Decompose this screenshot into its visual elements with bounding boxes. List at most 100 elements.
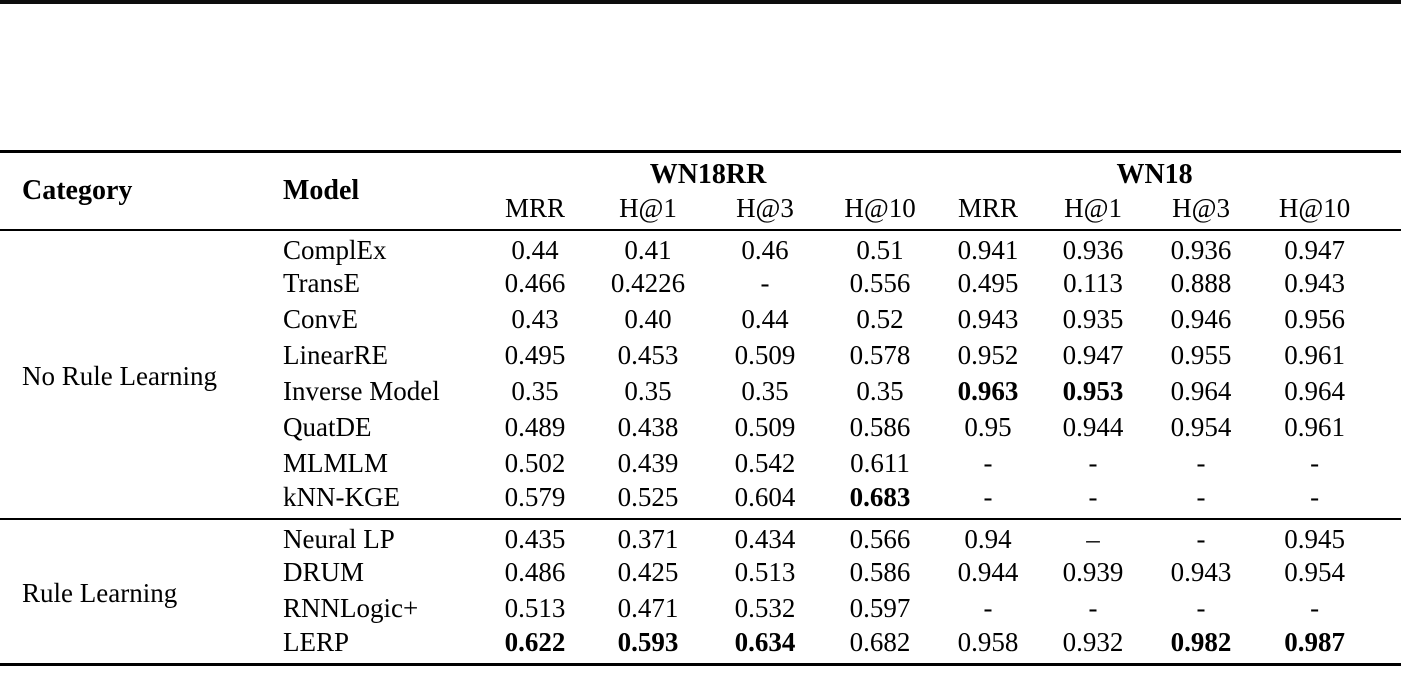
- metric-value-cell: 0.954: [1170, 412, 1232, 442]
- metric-value-cell: 0.947: [1062, 340, 1124, 370]
- metric-value-cell: -: [1310, 481, 1320, 512]
- metric-value-cell: 0.604: [734, 481, 796, 512]
- metric-value-cell: 0.611: [850, 448, 910, 478]
- metric-value-cell: 0.525: [617, 481, 679, 512]
- metric-value-cell: 0.935: [1062, 304, 1124, 334]
- metric-value-cell: -: [983, 593, 993, 623]
- metric-value-cell: 0.586: [849, 557, 911, 587]
- metric-value-cell: 0.682: [849, 626, 911, 657]
- metric-value-cell: 0.94: [964, 523, 1012, 554]
- metric-value-cell: -: [760, 268, 770, 298]
- metric-value-cell: 0.435: [504, 523, 566, 554]
- model-name-cell: TransE: [283, 268, 361, 298]
- metric-value-cell: 0.593: [617, 626, 679, 657]
- metric-value-cell: 0.963: [957, 376, 1019, 406]
- metric-value-cell: -: [1088, 448, 1098, 478]
- metric-value-cell: 0.952: [957, 340, 1019, 370]
- metric-value-cell: 0.944: [957, 557, 1019, 587]
- metric-value-cell: 0.943: [1284, 268, 1345, 298]
- metric-value-cell: 0.578: [849, 340, 911, 370]
- metric-value-cell: 0.509: [734, 412, 796, 442]
- metric-value-cell: 0.947: [1284, 234, 1345, 265]
- table-row: ConvE 0.43 0.40 0.44 0.52 0.943 0.935 0.946 0.95…: [0, 302, 1401, 338]
- metric-value-cell: 0.35: [856, 376, 904, 406]
- metric-value-cell: 0.961: [1284, 412, 1345, 442]
- metric-value-cell: 0.941: [957, 234, 1019, 265]
- metric-value-cell: 0.509: [734, 340, 796, 370]
- metric-value-cell: 0.434: [734, 523, 796, 554]
- model-name-cell: kNN-KGE: [283, 481, 400, 512]
- metric-value-cell: 0.466: [504, 268, 566, 298]
- metric-value-cell: 0.956: [1284, 304, 1345, 334]
- metric-value-cell: 0.961: [1284, 340, 1345, 370]
- metric-value-cell: 0.35: [741, 376, 789, 406]
- metric-value-cell: 0.532: [734, 593, 796, 623]
- metric-value-cell: 0.41: [624, 234, 672, 265]
- model-name-cell: Inverse Model: [283, 376, 440, 406]
- metric-value-cell: 0.35: [624, 376, 672, 406]
- metric-value-cell: 0.40: [624, 304, 672, 334]
- column-header-metric: H@1: [1064, 192, 1122, 223]
- metric-value-cell: 0.439: [617, 448, 679, 478]
- metric-value-cell: 0.35: [511, 376, 559, 406]
- metric-value-cell: 0.943: [957, 304, 1019, 334]
- metric-value-cell: 0.622: [504, 626, 566, 657]
- metric-value-cell: -: [1088, 593, 1098, 623]
- metric-value-cell: 0.954: [1284, 557, 1345, 587]
- metric-value-cell: 0.566: [849, 523, 911, 554]
- metric-value-cell: 0.46: [741, 234, 789, 265]
- table-section: Rule Learning Neural LP 0.435 0.371 0.434 0.5…: [0, 518, 1401, 665]
- metric-value-cell: -: [1310, 593, 1320, 623]
- metric-value-cell: 0.438: [617, 412, 679, 442]
- metric-value-cell: -: [1196, 523, 1206, 554]
- model-name-cell: DRUM: [283, 557, 365, 587]
- column-header-metric: H@10: [844, 192, 916, 223]
- metric-value-cell: 0.95: [964, 412, 1012, 442]
- metric-value-cell: 0.44: [511, 234, 559, 265]
- table-section: No Rule Learning ComplEx 0.44 0.41 0.46 0.51 0…: [0, 229, 1401, 519]
- model-name-cell: LinearRE: [283, 340, 388, 370]
- model-name-cell: LERP: [283, 626, 350, 657]
- metric-value-cell: -: [1196, 448, 1206, 478]
- metric-value-cell: 0.987: [1284, 626, 1345, 657]
- model-name-cell: ConvE: [283, 304, 359, 334]
- metric-header-row: MRR H@1 H@3 H@10 MRR H@1 H@3 H@10: [0, 192, 1401, 230]
- metric-value-cell: 0.579: [504, 481, 566, 512]
- dataset-group-header-wn18rr: WN18RR: [649, 159, 767, 191]
- metric-value-cell: 0.958: [957, 626, 1019, 657]
- group-header-row: Category Model WN18RR WN18: [0, 152, 1401, 206]
- table-header: Category Model WN18RR WN18 MRR H@1 H@3 H…: [0, 152, 1401, 230]
- category-cell: No Rule Learning: [22, 360, 217, 391]
- metric-value-cell: 0.471: [617, 593, 679, 623]
- model-name-cell: Neural LP: [283, 523, 395, 554]
- metric-value-cell: 0.453: [617, 340, 679, 370]
- metric-value-cell: 0.502: [504, 448, 566, 478]
- metric-value-cell: 0.51: [856, 234, 904, 265]
- table-row: RNNLogic+ 0.513 0.471 0.532 0.597 - - - -: [0, 591, 1401, 627]
- metric-value-cell: 0.939: [1062, 557, 1124, 587]
- benchmark-results-table: Category Model WN18RR WN18 MRR H@1 H@3 H…: [0, 150, 1401, 666]
- category-cell: Rule Learning: [22, 577, 178, 608]
- metric-value-cell: -: [1310, 448, 1320, 478]
- metric-value-cell: –: [1086, 523, 1100, 554]
- metric-value-cell: 0.52: [856, 304, 904, 334]
- metric-value-cell: 0.953: [1062, 376, 1124, 406]
- metric-value-cell: 0.945: [1284, 523, 1345, 554]
- metric-value-cell: 0.683: [849, 481, 911, 512]
- metric-value-cell: 0.964: [1284, 376, 1345, 406]
- column-header-metric: H@3: [736, 192, 794, 223]
- metric-value-cell: 0.936: [1062, 234, 1124, 265]
- metric-value-cell: 0.513: [734, 557, 796, 587]
- metric-value-cell: 0.542: [734, 448, 796, 478]
- metric-value-cell: -: [1196, 593, 1206, 623]
- metric-value-cell: 0.44: [741, 304, 789, 334]
- column-header-metric: H@3: [1172, 192, 1230, 223]
- metric-value-cell: 0.495: [504, 340, 566, 370]
- table-row: Inverse Model 0.35 0.35 0.35 0.35 0.963 0.953 0…: [0, 374, 1401, 410]
- metric-value-cell: 0.888: [1170, 268, 1232, 298]
- metric-value-cell: 0.556: [849, 268, 911, 298]
- table-row: LERP 0.622 0.593 0.634 0.682 0.958 0.932 0.982 0…: [0, 627, 1401, 665]
- column-header-model: Model: [283, 174, 360, 206]
- metric-value-cell: -: [1088, 481, 1098, 512]
